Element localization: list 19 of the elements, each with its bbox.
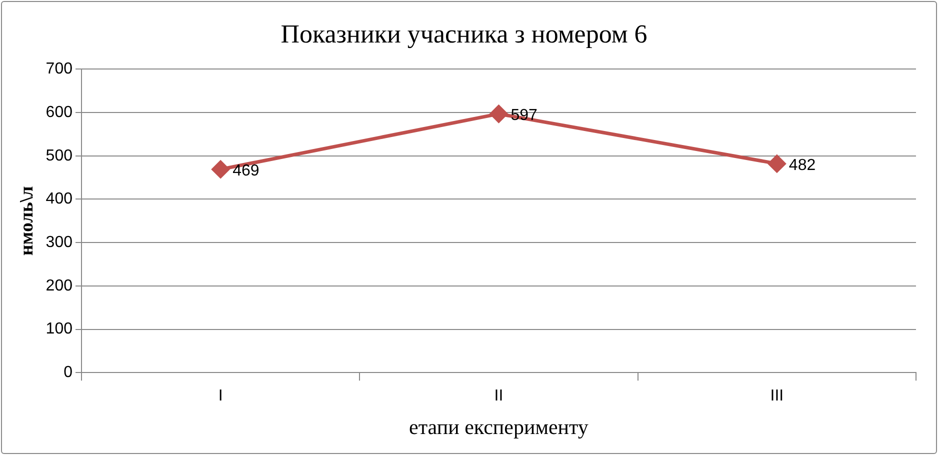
chart-title: Показники учасника з номером 6 xyxy=(280,19,648,48)
y-tick-label: 100 xyxy=(46,320,73,338)
y-tick-label: 300 xyxy=(46,234,73,251)
y-tick-label: 500 xyxy=(46,147,73,164)
y-tick-label: 700 xyxy=(46,60,73,78)
y-tick-label: 0 xyxy=(64,364,73,382)
y-tick-label: 400 xyxy=(46,190,73,208)
x-axis-title: етапи експерименту xyxy=(409,414,589,439)
y-tick-label: 200 xyxy=(46,277,73,294)
x-tick-label: II xyxy=(494,388,504,405)
point xyxy=(212,160,230,178)
x-tick-label: I xyxy=(218,388,223,405)
data-label: 469 xyxy=(232,162,260,180)
point xyxy=(490,105,508,123)
point xyxy=(768,154,786,172)
data-label: 482 xyxy=(788,157,816,174)
y-axis-title: нмоль\л xyxy=(16,186,38,256)
x-tick-label: III xyxy=(770,388,784,405)
y-tick-label: 600 xyxy=(46,104,73,121)
